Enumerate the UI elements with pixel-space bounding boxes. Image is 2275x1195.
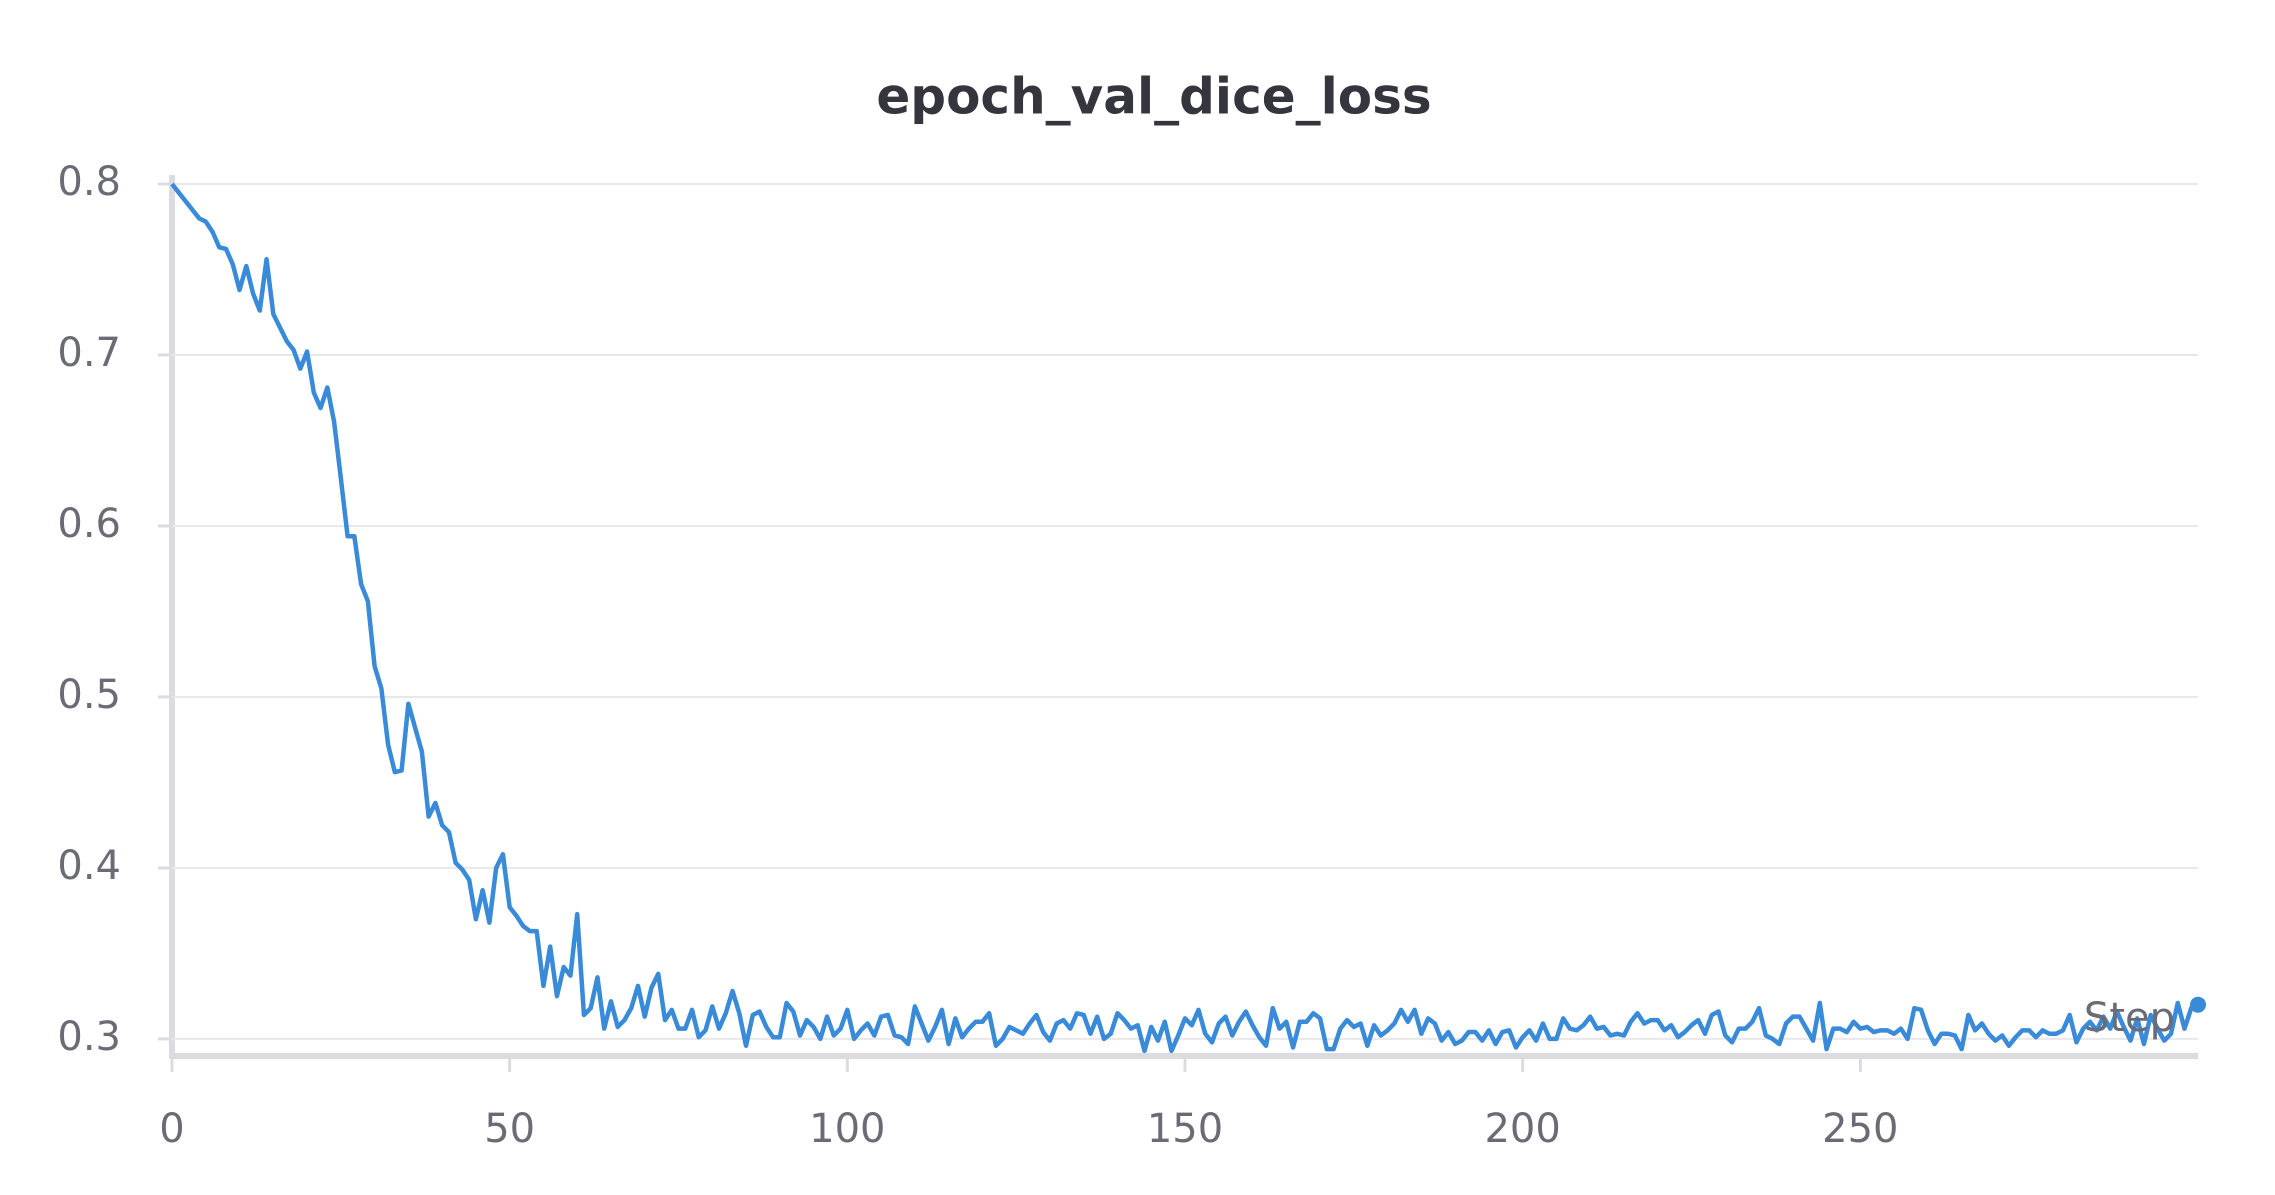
x-axis-label: Step: [2084, 995, 2175, 1041]
end-point: [2190, 996, 2206, 1013]
x-tick-label: 50: [484, 1106, 535, 1152]
x-tick-label: 200: [1484, 1106, 1560, 1152]
x-tick-label: 150: [1147, 1106, 1223, 1152]
y-tick-label: 0.8: [57, 159, 121, 205]
y-tick-label: 0.6: [57, 501, 121, 547]
y-tick-label: 0.3: [57, 1014, 121, 1060]
y-tick-label: 0.7: [57, 330, 121, 376]
y-tick-label: 0.4: [57, 843, 121, 889]
x-tick-label: 0: [159, 1106, 184, 1152]
x-tick-label: 100: [809, 1106, 885, 1152]
x-tick-label: 250: [1822, 1106, 1898, 1152]
y-tick-label: 0.5: [57, 672, 121, 718]
chart-title: epoch_val_dice_loss: [876, 68, 1431, 126]
data-line: [170, 182, 2200, 1054]
